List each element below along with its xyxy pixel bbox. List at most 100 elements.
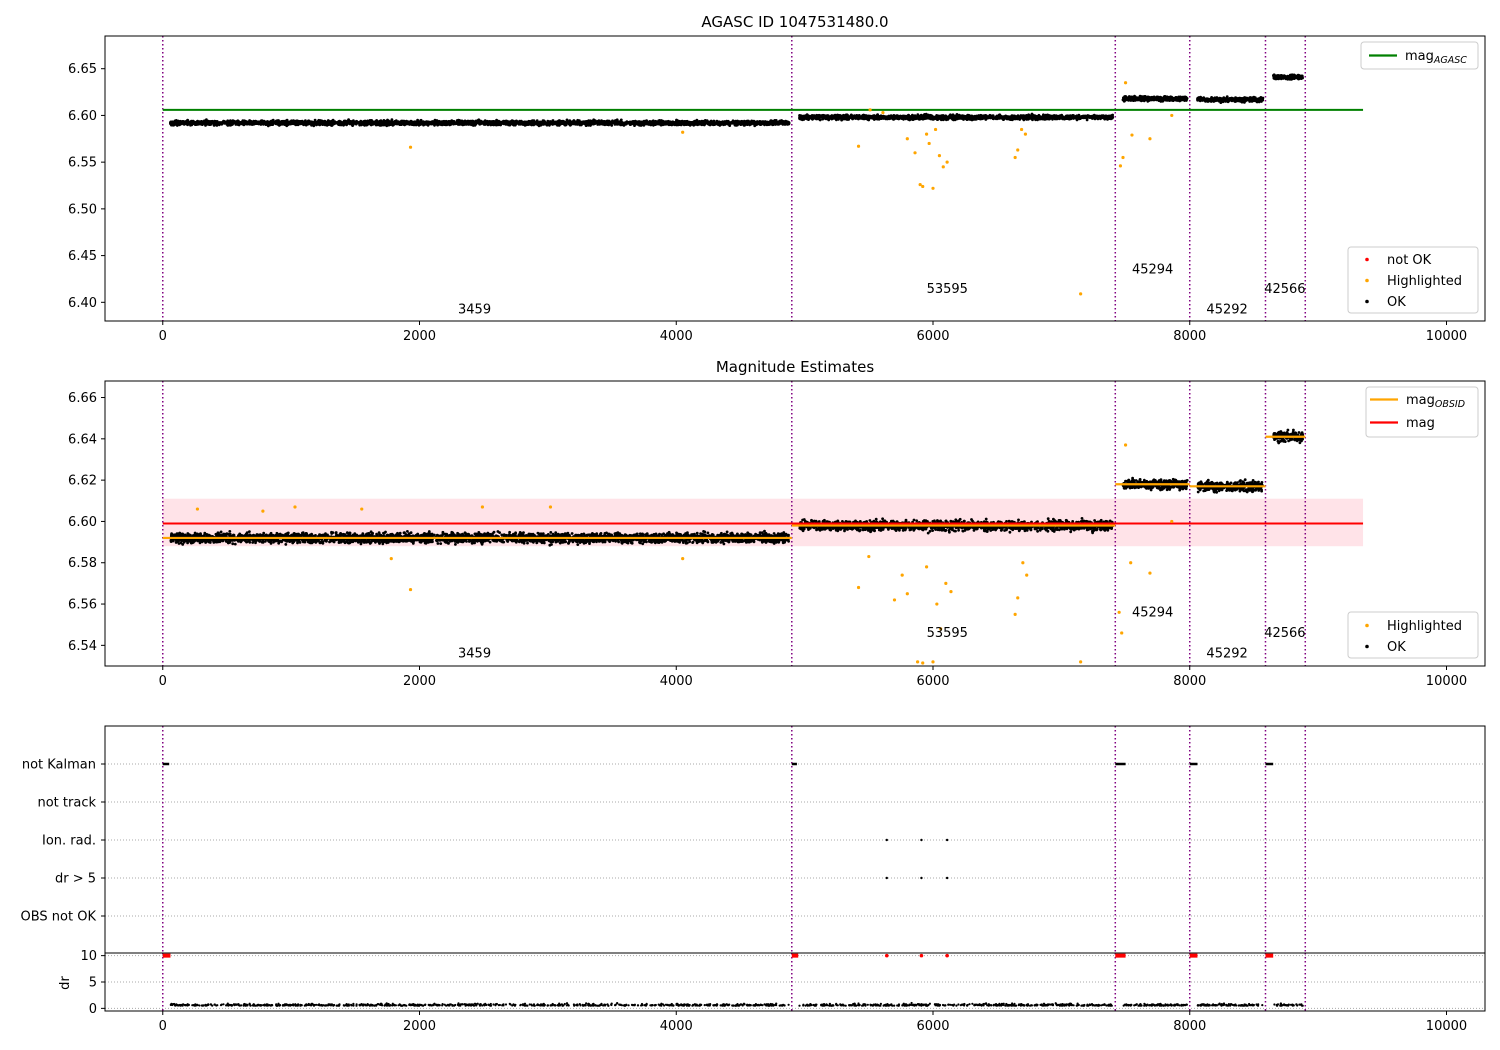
ok-point: [278, 121, 282, 125]
ok-point: [349, 121, 353, 124]
ok-point: [745, 121, 749, 124]
ok-point: [268, 122, 271, 126]
ok-point: [557, 119, 561, 122]
ok-point: [620, 121, 624, 125]
ok-point: [425, 120, 429, 124]
ok-point: [526, 121, 529, 125]
ok-point: [203, 121, 206, 125]
ok-point: [647, 122, 651, 125]
ok-point: [703, 119, 706, 123]
ok-point: [670, 121, 674, 124]
ok-point: [309, 122, 313, 125]
ok-point: [806, 114, 810, 117]
ok-point: [233, 120, 237, 124]
ok-point: [485, 121, 489, 125]
ok-point: [840, 118, 843, 122]
ok-point: [787, 121, 791, 125]
ok-point: [652, 120, 655, 124]
ok-point: [351, 123, 355, 126]
chart-title-magnitude: Magnitude Estimates: [716, 358, 874, 376]
ok-point: [610, 121, 614, 125]
ok-point: [711, 122, 715, 126]
ok-point: [178, 123, 182, 127]
ok-point: [419, 119, 422, 123]
ok-point: [513, 120, 516, 124]
ok-point: [227, 121, 231, 125]
ok-point: [255, 122, 258, 125]
ok-point: [534, 121, 538, 125]
ok-point: [292, 120, 295, 124]
ok-point: [391, 121, 395, 125]
ok-point: [689, 121, 693, 124]
ok-point: [327, 120, 331, 124]
ok-point: [717, 123, 721, 126]
ok-point: [422, 121, 426, 124]
ok-point: [420, 122, 423, 126]
chart-title-agasc: AGASC ID 1047531480.0: [701, 13, 888, 31]
ok-point: [737, 121, 741, 125]
ok-point: [705, 120, 709, 124]
ok-point: [215, 124, 219, 127]
ok-point: [740, 121, 744, 125]
ok-point: [491, 123, 495, 127]
ok-point: [198, 122, 202, 126]
ok-point: [452, 121, 456, 125]
ok-point: [507, 122, 511, 126]
ok-point: [169, 122, 173, 126]
ok-point: [363, 119, 367, 123]
ok-point: [513, 123, 517, 127]
ok-point: [478, 121, 482, 125]
ok-point: [212, 122, 216, 126]
ok-point: [657, 121, 660, 124]
ok-point: [510, 119, 514, 122]
ok-point: [563, 121, 567, 125]
ok-point: [1018, 118, 1022, 121]
ok-point: [560, 120, 563, 123]
ok-point: [495, 122, 499, 126]
ok-point: [955, 113, 959, 116]
ok-point: [431, 120, 435, 124]
ok-point: [377, 120, 380, 124]
ok-point: [605, 121, 609, 124]
ok-point: [179, 120, 183, 124]
ok-point: [270, 119, 274, 123]
ok-point: [320, 119, 324, 123]
ok-point: [313, 121, 317, 125]
ok-point: [282, 120, 285, 124]
ok-point: [489, 121, 493, 125]
ok-point: [469, 119, 472, 123]
ok-point: [775, 121, 779, 125]
ok-point: [173, 121, 177, 125]
ok-point: [218, 122, 222, 126]
ok-point: [547, 121, 551, 125]
ok-point: [760, 121, 764, 125]
ok-point: [596, 121, 600, 125]
ok-point: [506, 120, 510, 124]
ok-point: [306, 122, 310, 126]
ok-point: [182, 123, 186, 126]
ok-point: [778, 122, 781, 125]
ok-point: [302, 122, 306, 125]
ok-point: [708, 122, 712, 126]
ok-point: [1042, 113, 1045, 117]
ok-point: [474, 120, 478, 123]
ok-point: [735, 120, 738, 123]
ok-point: [798, 114, 801, 117]
ok-point: [1073, 116, 1077, 120]
ok-point: [555, 121, 559, 125]
ok-point: [331, 121, 335, 125]
ok-point: [435, 122, 438, 125]
ok-point: [249, 121, 252, 125]
ok-point: [366, 120, 369, 124]
ok-point: [243, 122, 247, 125]
ok-point: [731, 121, 735, 125]
ok-point: [499, 121, 503, 125]
ok-point: [394, 121, 398, 124]
ok-point: [462, 122, 466, 126]
ok-point: [585, 120, 589, 124]
ok-point: [743, 121, 747, 125]
ok-point: [543, 121, 546, 124]
ok-point: [567, 122, 571, 125]
ok-point: [325, 121, 328, 125]
